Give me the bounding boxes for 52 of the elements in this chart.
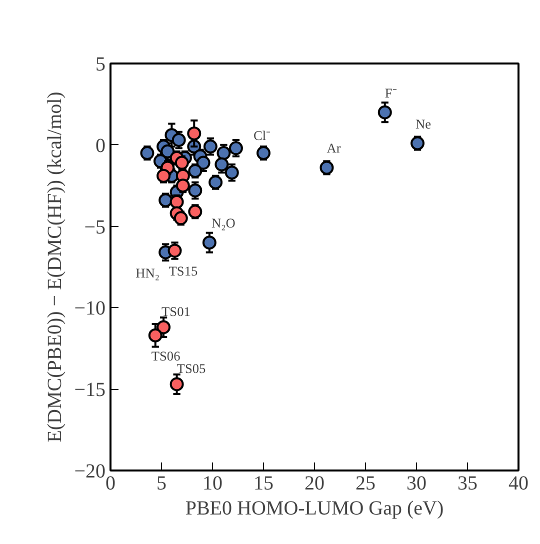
y-tick-label: −15	[74, 379, 106, 402]
point	[168, 244, 182, 258]
point	[176, 178, 190, 193]
point	[174, 156, 189, 170]
point	[158, 193, 173, 208]
x-axis-title: PBE0 HOMO-LUMO Gap (eV)	[185, 498, 444, 520]
annotation: HN₂	[136, 265, 160, 280]
annotation: Ne	[416, 116, 432, 132]
x-tick-label: 25	[356, 472, 376, 494]
annotation: F⁻	[384, 85, 398, 100]
point	[224, 166, 239, 180]
point	[187, 126, 202, 140]
point	[208, 175, 223, 190]
annotation: TS01	[162, 304, 190, 320]
y-tick-label: −20	[74, 460, 106, 482]
annotation: Cl⁻	[254, 128, 272, 144]
point	[170, 194, 184, 209]
point	[410, 136, 425, 150]
point	[196, 156, 210, 170]
point	[320, 160, 334, 175]
y-tick-label: 5	[96, 54, 106, 76]
y-axis-title: E(DMC(PBE0)) − E(DMC(HF)) (kcal/mol)	[44, 92, 66, 442]
y-tick-label: −5	[84, 216, 106, 238]
x-tick-label: 30	[406, 472, 426, 494]
annotation: TS05	[176, 361, 206, 376]
point	[203, 140, 218, 154]
x-tick-label: 5	[156, 472, 166, 494]
point	[214, 157, 229, 172]
point	[174, 211, 188, 226]
x-tick-label: 40	[508, 472, 528, 494]
y-tick-label: 0	[96, 134, 106, 157]
y-tick-label: −10	[74, 298, 106, 320]
point	[216, 146, 231, 160]
point	[156, 168, 171, 183]
point	[188, 204, 202, 219]
point	[378, 105, 392, 120]
point	[148, 328, 162, 342]
point	[228, 141, 243, 156]
annotation: N₂O	[211, 216, 236, 231]
point	[170, 377, 184, 392]
x-tick-label: 20	[304, 472, 324, 494]
point	[188, 183, 202, 198]
x-tick-label: 10	[202, 472, 222, 494]
annotation: Ar	[326, 140, 342, 156]
annotation: TS15	[168, 264, 198, 279]
x-tick-label: 35	[458, 472, 478, 494]
point	[202, 236, 216, 250]
annotation: TS06	[151, 348, 181, 364]
point	[188, 164, 202, 178]
point	[156, 320, 171, 334]
x-tick-label: 15	[254, 472, 274, 494]
point	[140, 146, 154, 160]
